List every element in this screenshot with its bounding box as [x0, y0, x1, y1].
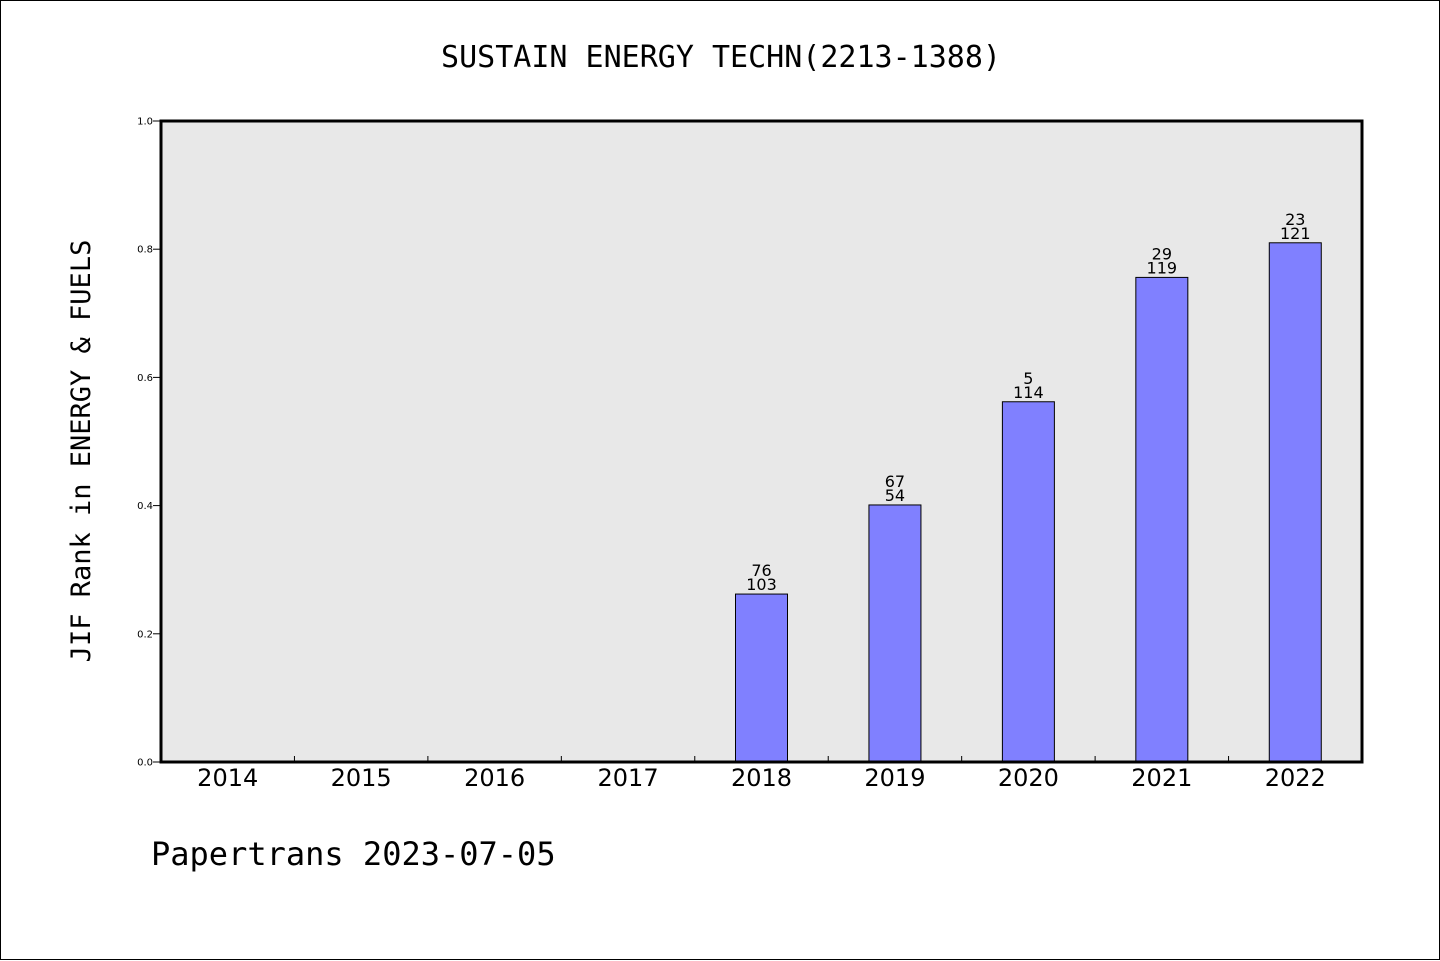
x-tick-label-2019: 2019: [864, 764, 925, 792]
data-label-bottom-2022: 121: [1280, 224, 1311, 243]
x-tick-label-2014: 2014: [197, 764, 258, 792]
data-label-bottom-2021: 119: [1147, 258, 1178, 277]
bar-2018: [735, 593, 788, 763]
y-tick-label: 1.0: [137, 117, 153, 128]
x-tick-label-2020: 2020: [998, 764, 1059, 792]
bar-2019: [868, 504, 922, 763]
x-tick-label-2018: 2018: [731, 764, 792, 792]
y-tick-label: 0.6: [137, 373, 153, 384]
chart-title: SUSTAIN ENERGY TECHN(2213-1388): [441, 40, 1001, 75]
data-label-top-2018: 76: [751, 561, 771, 580]
x-tick-label-2016: 2016: [464, 764, 525, 792]
data-label-top-2020: 5: [1023, 369, 1033, 388]
data-label-top-2021: 29: [1152, 244, 1172, 263]
y-tick-label: 0.2: [137, 629, 153, 640]
bar-2020: [1001, 401, 1055, 763]
data-label-bottom-2020: 114: [1013, 383, 1044, 402]
bar-2021: [1135, 276, 1189, 763]
y-tick-label: 0.8: [137, 245, 153, 256]
y-tick-label: 0.0: [137, 758, 153, 769]
y-axis-label: JIF Rank in ENERGY & FUELS: [66, 240, 97, 663]
plot-border: [159, 119, 1364, 764]
data-label-top-2019: 67: [885, 472, 905, 491]
x-tick-label-2015: 2015: [331, 764, 392, 792]
x-tick-label-2017: 2017: [598, 764, 659, 792]
data-label-top-2022: 23: [1285, 210, 1305, 229]
footer-text: Papertrans 2023-07-05: [151, 835, 556, 873]
bar-2022: [1268, 242, 1322, 763]
x-tick-label-2021: 2021: [1131, 764, 1192, 792]
x-tick-label-2022: 2022: [1265, 764, 1326, 792]
y-tick-label: 0.4: [137, 501, 153, 512]
data-label-bottom-2019: 54: [885, 486, 905, 505]
data-label-bottom-2018: 103: [746, 575, 777, 594]
